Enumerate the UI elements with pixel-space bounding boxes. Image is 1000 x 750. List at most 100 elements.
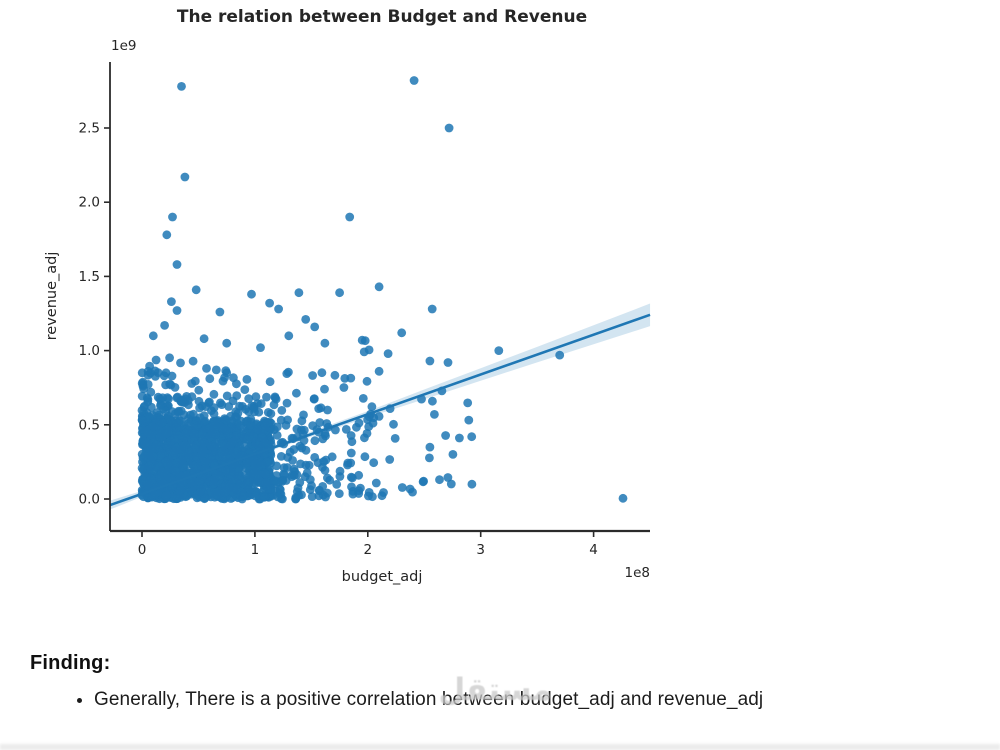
scatter-point xyxy=(313,458,323,468)
scatter-point xyxy=(359,347,369,357)
scatter-point xyxy=(199,411,209,421)
scatter-point xyxy=(138,453,148,463)
scatter-point xyxy=(385,455,395,464)
y-tick-label: 0.0 xyxy=(79,492,100,508)
scatter-point xyxy=(250,491,260,501)
scatter-point xyxy=(285,447,295,457)
x-axis-label: budget_adj xyxy=(342,569,423,585)
scatter-point xyxy=(220,373,230,382)
scatter-point xyxy=(279,469,288,479)
scatter-point xyxy=(174,406,184,416)
x-tick-label: 4 xyxy=(589,542,598,558)
scatter-point xyxy=(167,407,177,416)
scatter-point xyxy=(444,123,454,133)
scatter-point xyxy=(180,172,190,182)
scatter-point xyxy=(159,371,169,381)
scatter-point xyxy=(269,400,279,410)
scatter-point xyxy=(172,418,181,428)
scatter-point xyxy=(292,388,301,398)
scatter-point xyxy=(257,433,267,442)
scatter-point xyxy=(273,492,283,502)
scatter-point xyxy=(215,307,225,317)
scatter-point xyxy=(354,489,364,498)
scatter-point xyxy=(293,483,303,493)
scatter-point xyxy=(277,406,287,415)
scatter-point xyxy=(232,391,242,400)
scatter-point xyxy=(194,385,204,395)
scatter-point xyxy=(310,322,320,332)
scatter-point xyxy=(427,304,437,314)
scatter-point xyxy=(221,415,231,425)
scatter-point xyxy=(241,404,251,414)
scatter-point xyxy=(211,365,221,375)
scatter-point xyxy=(207,488,217,497)
scatter-point xyxy=(341,425,351,434)
scatter-point xyxy=(172,306,182,315)
scatter-point xyxy=(320,384,329,394)
scatter-point xyxy=(320,338,330,348)
scatter-point xyxy=(362,376,372,386)
scatter-point xyxy=(347,437,357,447)
scatter-point xyxy=(282,398,292,408)
y-tick-label: 1.0 xyxy=(79,343,100,359)
scatter-point xyxy=(160,321,170,330)
scatter-point xyxy=(274,304,283,314)
scatter-point xyxy=(166,380,176,390)
scatter-point xyxy=(143,395,153,404)
scatter-point xyxy=(430,410,439,419)
scatter-point xyxy=(354,418,364,428)
scatter-point xyxy=(323,405,332,415)
scatter-point xyxy=(343,458,353,468)
scatter-point xyxy=(464,415,474,425)
scatter-point xyxy=(262,392,271,402)
scatter-point xyxy=(191,444,201,453)
scatter-point xyxy=(172,494,182,503)
scatter-chart: The relation between Budget and Revenue … xyxy=(44,7,651,585)
scatter-point xyxy=(379,488,388,497)
scatter-point xyxy=(172,393,182,403)
scatter-point xyxy=(284,331,294,341)
scatter-point xyxy=(176,445,186,454)
scatter-point xyxy=(161,457,171,467)
scatter-point xyxy=(302,468,312,478)
scatter-point xyxy=(137,415,147,425)
scatter-point xyxy=(441,431,450,440)
scatter-point xyxy=(405,484,415,494)
scatter-point xyxy=(165,353,175,363)
scatter-point xyxy=(397,328,407,338)
scatter-point xyxy=(304,460,314,470)
scatter-point xyxy=(347,482,356,492)
scatter-point xyxy=(170,434,179,444)
scatter-point xyxy=(443,358,453,367)
scatter-point xyxy=(292,424,302,434)
scatter-point xyxy=(360,433,369,443)
scatter-point xyxy=(148,422,157,431)
scatter-point xyxy=(455,433,464,443)
scatter-point xyxy=(143,428,153,438)
scatter-point xyxy=(217,447,227,457)
scatter-point xyxy=(177,455,187,465)
scatter-point xyxy=(188,356,198,366)
scatter-point xyxy=(318,482,328,491)
scatter-point xyxy=(176,358,185,368)
scatter-point xyxy=(325,475,335,485)
scatter-point xyxy=(143,380,153,389)
scatter-point xyxy=(360,452,370,462)
scatter-point xyxy=(137,406,147,415)
scatter-point xyxy=(428,396,437,406)
scatter-point xyxy=(244,394,254,403)
scatter-point xyxy=(374,366,384,376)
scatter-point xyxy=(246,421,255,430)
scatter-point xyxy=(147,402,156,412)
scatter-point xyxy=(296,459,305,469)
scatter-point xyxy=(409,76,419,85)
scatter-point xyxy=(226,472,236,482)
scatter-point xyxy=(199,334,209,344)
scatter-point xyxy=(345,212,355,222)
scatter-point xyxy=(181,394,190,404)
scatter-point xyxy=(157,418,167,428)
scatter-point xyxy=(463,398,473,408)
scatter-point xyxy=(234,473,244,483)
x-tick-label: 3 xyxy=(476,542,485,558)
